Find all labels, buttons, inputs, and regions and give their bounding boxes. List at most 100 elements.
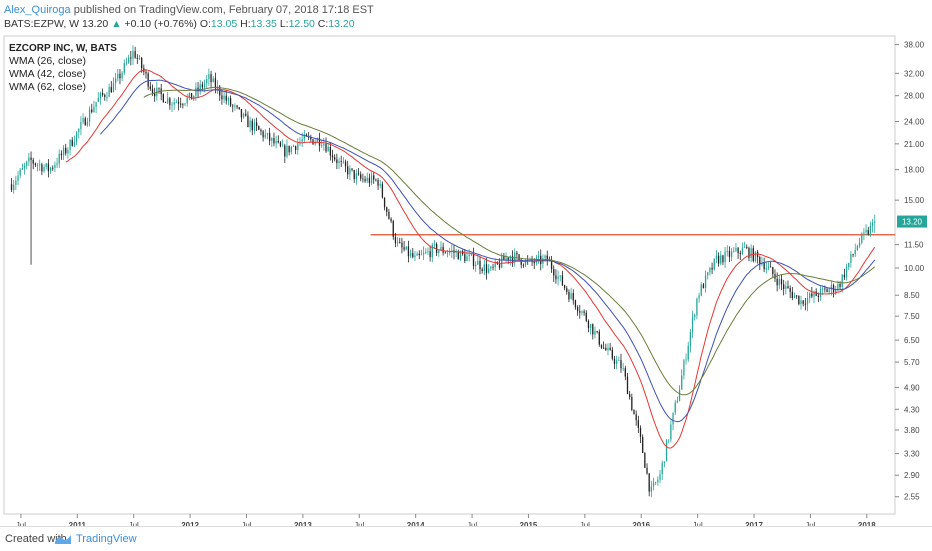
candle-body [255, 122, 258, 127]
candle-body [169, 98, 171, 106]
time-tick-label: 2011 [69, 521, 87, 526]
candle-body [43, 167, 45, 172]
candle-body [34, 163, 37, 165]
candle-body [828, 289, 830, 293]
author-link[interactable]: Alex_Quiroga [4, 4, 71, 16]
candle-body [672, 412, 674, 425]
candle-body [331, 155, 334, 158]
candle-body [284, 145, 286, 157]
candle-body [657, 479, 659, 483]
legend-wma26[interactable]: WMA (26, close) [9, 55, 87, 67]
candle-body [305, 134, 308, 137]
candle-body [78, 129, 80, 133]
candle-body [835, 289, 837, 293]
candle-body [765, 268, 767, 270]
candle-body [440, 246, 442, 251]
candle-body [813, 291, 815, 297]
candle-body [401, 242, 403, 248]
price-tick-label: 3.80 [904, 426, 920, 435]
candle-body [761, 263, 763, 265]
candle-body [329, 146, 332, 156]
time-tick-label: Jul [241, 521, 251, 526]
candle-body [674, 402, 676, 413]
candle-body [41, 164, 43, 172]
candle-body [661, 462, 663, 475]
candle-body [21, 168, 24, 170]
candle-body [524, 260, 527, 266]
candle-body [537, 255, 540, 258]
candle-body [763, 263, 765, 270]
legend-wma42[interactable]: WMA (42, close) [9, 68, 87, 80]
candle-body [175, 102, 178, 103]
candle-body [698, 295, 700, 299]
candle-body [409, 253, 412, 257]
candle-body [193, 95, 195, 100]
candle-body [69, 139, 71, 150]
candle-body [585, 312, 587, 321]
candle-body [54, 164, 56, 168]
price-chart[interactable]: 38.00 32.00 28.00 24.00 21.00 18.00 15.00 11.50… [0, 32, 932, 526]
candle-body [466, 256, 468, 262]
candle-body [435, 243, 438, 253]
candle-body [518, 254, 520, 260]
candle-body [95, 101, 97, 107]
candle-body [362, 178, 364, 180]
candle-body [730, 251, 733, 257]
legend-wma62[interactable]: WMA (62, close) [9, 81, 87, 93]
candle-body [405, 246, 407, 250]
candle-body [722, 255, 724, 263]
candle-body [700, 284, 702, 296]
candle-body [505, 257, 507, 261]
candle-body [720, 255, 722, 264]
candle-body [281, 145, 284, 147]
candle-body [848, 262, 850, 268]
candle-body [412, 253, 414, 258]
up-arrow-icon: ▲ [111, 18, 122, 30]
candle-body [611, 349, 613, 359]
candle-body [483, 264, 485, 271]
candle-body [687, 345, 689, 360]
candle-body [811, 293, 813, 297]
candle-body [147, 73, 149, 87]
candle-body [119, 73, 121, 79]
candle-body [583, 311, 585, 313]
candle-body [429, 251, 431, 258]
candle-body [869, 225, 872, 235]
candle-body [841, 274, 843, 287]
candle-body [420, 254, 423, 256]
candle-body [479, 260, 481, 270]
candle-body [733, 250, 735, 252]
candle-body [327, 146, 329, 152]
candle-body [203, 83, 206, 88]
candle-body [871, 222, 874, 226]
candle-body [127, 57, 130, 63]
candle-body [702, 284, 705, 289]
candle-body [670, 424, 672, 440]
candle-body [58, 153, 60, 164]
candle-body [800, 300, 802, 305]
candle-body [678, 389, 681, 401]
candle-body [783, 284, 785, 289]
candle-body [36, 164, 39, 166]
candle-body [312, 139, 314, 145]
candle-body [704, 275, 707, 289]
candle-body [863, 232, 865, 234]
candle-body [28, 157, 30, 162]
candle-body [852, 254, 854, 255]
candle-body [15, 180, 17, 185]
candle-body [772, 267, 774, 275]
candle-body [108, 87, 110, 97]
candle-body [125, 62, 128, 64]
wma-42-line [100, 79, 876, 423]
candle-body [82, 118, 84, 123]
candle-body [642, 436, 644, 453]
candle-body [206, 79, 208, 84]
candle-body [650, 486, 653, 492]
price-change: +0.10 (+0.76%) [124, 18, 197, 30]
candle-body [136, 57, 138, 59]
candle-body [830, 285, 833, 290]
candle-body [711, 267, 713, 270]
price-tick-label: 6.50 [904, 336, 920, 345]
time-tick-label: Jul [16, 521, 26, 526]
tradingview-brand[interactable]: TradingView [76, 533, 137, 545]
